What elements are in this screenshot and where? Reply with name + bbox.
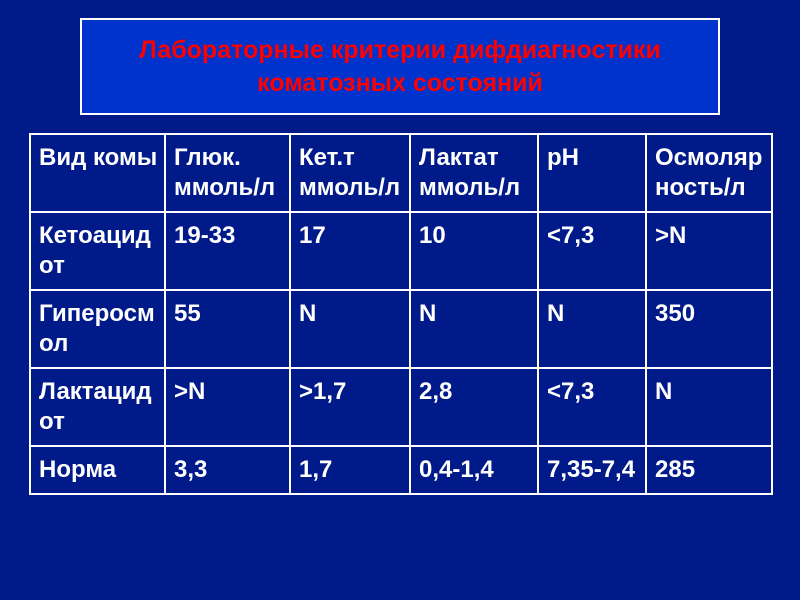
header-cell: Осмолярность/л: [646, 134, 772, 212]
cell: 10: [410, 212, 538, 290]
row-label: Норма: [30, 446, 165, 494]
cell: 350: [646, 290, 772, 368]
cell: N: [646, 368, 772, 446]
cell: N: [410, 290, 538, 368]
table-row: Кетоацидот 19-33 17 10 <7,3 >N: [30, 212, 772, 290]
cell: 7,35-7,4: [538, 446, 646, 494]
cell: >N: [165, 368, 290, 446]
title-box: Лабораторные критерии дифдиагностики ком…: [80, 18, 720, 115]
cell: 55: [165, 290, 290, 368]
table-row: Норма 3,3 1,7 0,4-1,4 7,35-7,4 285: [30, 446, 772, 494]
row-label: Лактацидот: [30, 368, 165, 446]
table-header-row: Вид комы Глюк. ммоль/л Кет.т ммоль/л Лак…: [30, 134, 772, 212]
header-cell: Кет.т ммоль/л: [290, 134, 410, 212]
table-row: Гиперосмол 55 N N N 350: [30, 290, 772, 368]
criteria-table-wrap: Вид комы Глюк. ммоль/л Кет.т ммоль/л Лак…: [29, 133, 771, 495]
criteria-table: Вид комы Глюк. ммоль/л Кет.т ммоль/л Лак…: [29, 133, 773, 495]
cell: >1,7: [290, 368, 410, 446]
cell: <7,3: [538, 212, 646, 290]
cell: 285: [646, 446, 772, 494]
title-line-1: Лабораторные критерии дифдиагностики: [102, 34, 698, 67]
cell: 0,4-1,4: [410, 446, 538, 494]
cell: 17: [290, 212, 410, 290]
title-line-2: коматозных состояний: [102, 67, 698, 100]
cell: N: [538, 290, 646, 368]
cell: 1,7: [290, 446, 410, 494]
cell: N: [290, 290, 410, 368]
header-cell: Глюк. ммоль/л: [165, 134, 290, 212]
header-cell: рН: [538, 134, 646, 212]
header-cell: Вид комы: [30, 134, 165, 212]
cell: 19-33: [165, 212, 290, 290]
cell: 3,3: [165, 446, 290, 494]
header-cell: Лактат ммоль/л: [410, 134, 538, 212]
cell: >N: [646, 212, 772, 290]
cell: 2,8: [410, 368, 538, 446]
cell: <7,3: [538, 368, 646, 446]
table-row: Лактацидот >N >1,7 2,8 <7,3 N: [30, 368, 772, 446]
row-label: Гиперосмол: [30, 290, 165, 368]
row-label: Кетоацидот: [30, 212, 165, 290]
